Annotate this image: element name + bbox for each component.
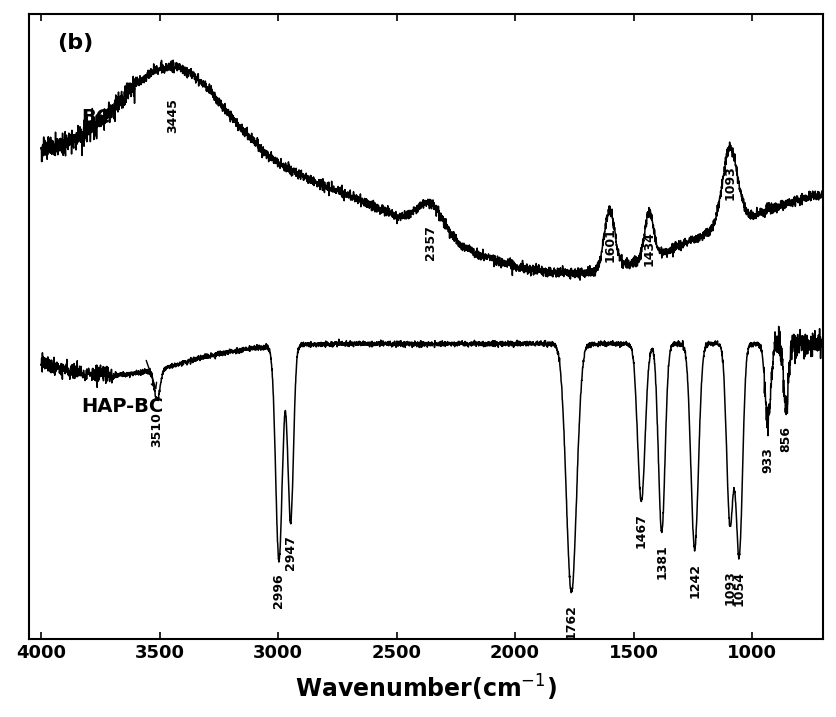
Text: 933: 933 (761, 447, 773, 473)
Text: BC: BC (81, 108, 110, 127)
Text: 2996: 2996 (273, 574, 285, 608)
X-axis label: Wavenumber(cm$^{-1}$): Wavenumber(cm$^{-1}$) (295, 673, 557, 703)
Text: 2947: 2947 (283, 536, 297, 570)
Text: 1093: 1093 (722, 571, 736, 605)
Text: 1467: 1467 (634, 513, 647, 548)
Text: 1434: 1434 (642, 232, 655, 266)
Text: (b): (b) (57, 33, 93, 52)
Text: 3445: 3445 (166, 98, 179, 133)
Text: 1054: 1054 (732, 571, 745, 606)
Text: 2357: 2357 (423, 226, 436, 260)
Text: 1762: 1762 (564, 604, 577, 639)
Text: 1381: 1381 (655, 544, 667, 579)
Text: 1093: 1093 (722, 165, 736, 199)
Text: 856: 856 (778, 426, 792, 452)
Text: HAP-BC: HAP-BC (81, 397, 163, 416)
Text: 1601: 1601 (603, 227, 615, 262)
Text: 1242: 1242 (687, 563, 701, 597)
Text: 3510: 3510 (150, 412, 164, 447)
